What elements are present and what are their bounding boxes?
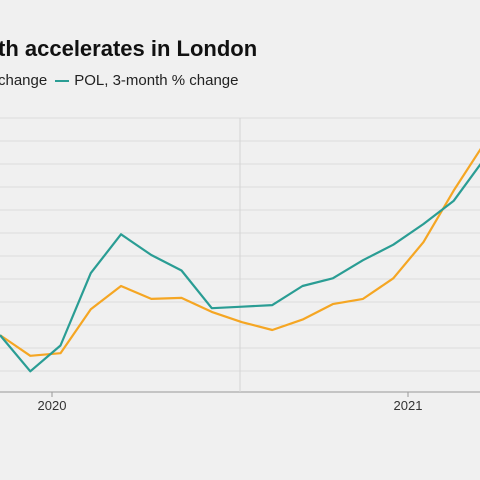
x-tick-label-2021: 2021	[394, 398, 423, 413]
legend-entry-pol: POL, 3-month % change	[74, 72, 239, 89]
legend-swatch-pol	[55, 79, 70, 82]
series-line-change	[0, 147, 480, 357]
x-tick-label-2020: 2020	[38, 398, 67, 413]
chart-title: th accelerates in London	[0, 36, 258, 61]
legend: change POL, 3-month % change	[0, 72, 238, 89]
legend-entry-change: change	[0, 72, 48, 89]
series-line-pol	[0, 163, 480, 373]
